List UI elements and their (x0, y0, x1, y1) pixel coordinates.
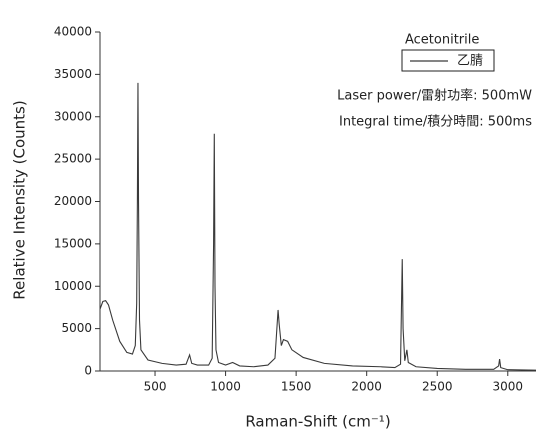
x-tick-label: 3000 (493, 380, 524, 394)
legend-title: Acetonitrile (405, 33, 479, 48)
x-tick-label: 2500 (422, 380, 453, 394)
annotation: Laser power/雷射功率: 500mW (337, 88, 532, 104)
y-tick-label: 10000 (54, 279, 92, 293)
y-tick-label: 30000 (54, 109, 92, 123)
y-tick-label: 0 (84, 364, 92, 378)
spectrum-line (99, 82, 537, 371)
y-tick-label: 5000 (61, 321, 92, 335)
x-tick-label: 500 (144, 380, 167, 394)
legend-entry: 乙腈 (457, 54, 483, 69)
x-tick-label: 2000 (351, 380, 382, 394)
x-tick-label: 1500 (281, 380, 312, 394)
legend-box (401, 49, 495, 72)
y-tick-label: 35000 (54, 67, 92, 81)
y-tick-label: 15000 (54, 236, 92, 250)
y-tick-label: 20000 (54, 194, 92, 208)
y-tick-label: 25000 (54, 152, 92, 166)
annotation: Integral time/積分時間: 500ms (339, 115, 532, 130)
x-tick-label: 1000 (210, 380, 241, 394)
y-tick-label: 40000 (54, 25, 92, 39)
x-axis-label: Raman-Shift (cm⁻¹) (245, 413, 390, 431)
y-axis-label: Relative Intensity (Counts) (11, 100, 29, 299)
